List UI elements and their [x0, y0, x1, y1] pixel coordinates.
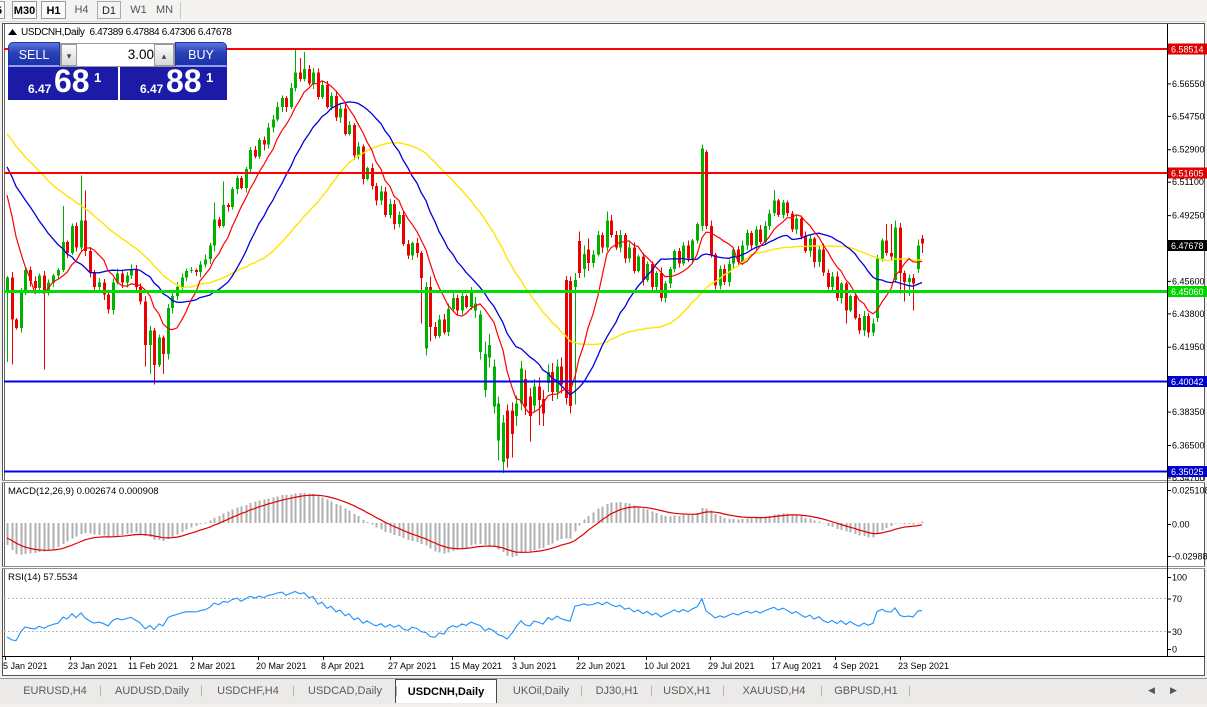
svg-text:6.43800: 6.43800: [1172, 309, 1205, 319]
svg-text:23 Sep 2021: 23 Sep 2021: [898, 661, 949, 671]
svg-text:USDCNH,Daily 6.47389 6.47884: USDCNH,Daily 6.47389 6.47884 6.47306 6.4…: [21, 27, 232, 38]
svg-text:6.51100: 6.51100: [1172, 177, 1204, 187]
svg-text:6.35025: 6.35025: [1171, 467, 1204, 477]
svg-text:29 Jul 2021: 29 Jul 2021: [708, 661, 755, 671]
svg-text:6.54750: 6.54750: [1172, 111, 1205, 121]
svg-text:3 Jun 2021: 3 Jun 2021: [512, 661, 557, 671]
svg-text:6.47678: 6.47678: [1171, 241, 1204, 251]
svg-text:2 Mar 2021: 2 Mar 2021: [190, 661, 236, 671]
svg-text:4 Sep 2021: 4 Sep 2021: [833, 661, 879, 671]
svg-text:RSI(14) 57.5534: RSI(14) 57.5534: [8, 572, 78, 583]
svg-text:6.34700: 6.34700: [1172, 473, 1205, 483]
svg-text:6.56550: 6.56550: [1172, 79, 1205, 89]
svg-text:22 Jun 2021: 22 Jun 2021: [576, 661, 626, 671]
svg-text:0.00: 0.00: [1172, 520, 1190, 530]
svg-text:6.38350: 6.38350: [1172, 407, 1205, 417]
svg-text:27 Apr 2021: 27 Apr 2021: [388, 661, 437, 671]
svg-text:20 Mar 2021: 20 Mar 2021: [256, 661, 307, 671]
svg-text:11 Feb 2021: 11 Feb 2021: [128, 661, 178, 671]
svg-text:70: 70: [1172, 594, 1182, 604]
svg-text:6.58514: 6.58514: [1171, 45, 1204, 55]
svg-text:6.40042: 6.40042: [1171, 377, 1204, 387]
svg-text:6.45060: 6.45060: [1171, 287, 1204, 297]
svg-text:10 Jul 2021: 10 Jul 2021: [644, 661, 691, 671]
svg-text:6.36500: 6.36500: [1172, 441, 1205, 451]
svg-text:100: 100: [1172, 573, 1187, 583]
svg-text:8 Apr 2021: 8 Apr 2021: [321, 661, 365, 671]
svg-text:6.52900: 6.52900: [1172, 145, 1205, 155]
svg-text:0: 0: [1172, 645, 1177, 655]
svg-text:5 Jan 2021: 5 Jan 2021: [3, 661, 48, 671]
svg-text:30: 30: [1172, 627, 1182, 637]
svg-text:23 Jan 2021: 23 Jan 2021: [68, 661, 118, 671]
svg-text:-0.029888: -0.029888: [1172, 552, 1207, 562]
svg-text:15 May 2021: 15 May 2021: [450, 661, 502, 671]
svg-text:6.49250: 6.49250: [1172, 211, 1205, 221]
svg-text:0.025108: 0.025108: [1172, 486, 1207, 496]
svg-text:6.45600: 6.45600: [1172, 276, 1205, 286]
svg-text:6.41950: 6.41950: [1172, 342, 1205, 352]
svg-text:17 Aug 2021: 17 Aug 2021: [771, 661, 822, 671]
svg-text:MACD(12,26,9) 0.002674 0.00090: MACD(12,26,9) 0.002674 0.000908: [8, 486, 159, 497]
svg-text:6.51605: 6.51605: [1171, 169, 1204, 179]
